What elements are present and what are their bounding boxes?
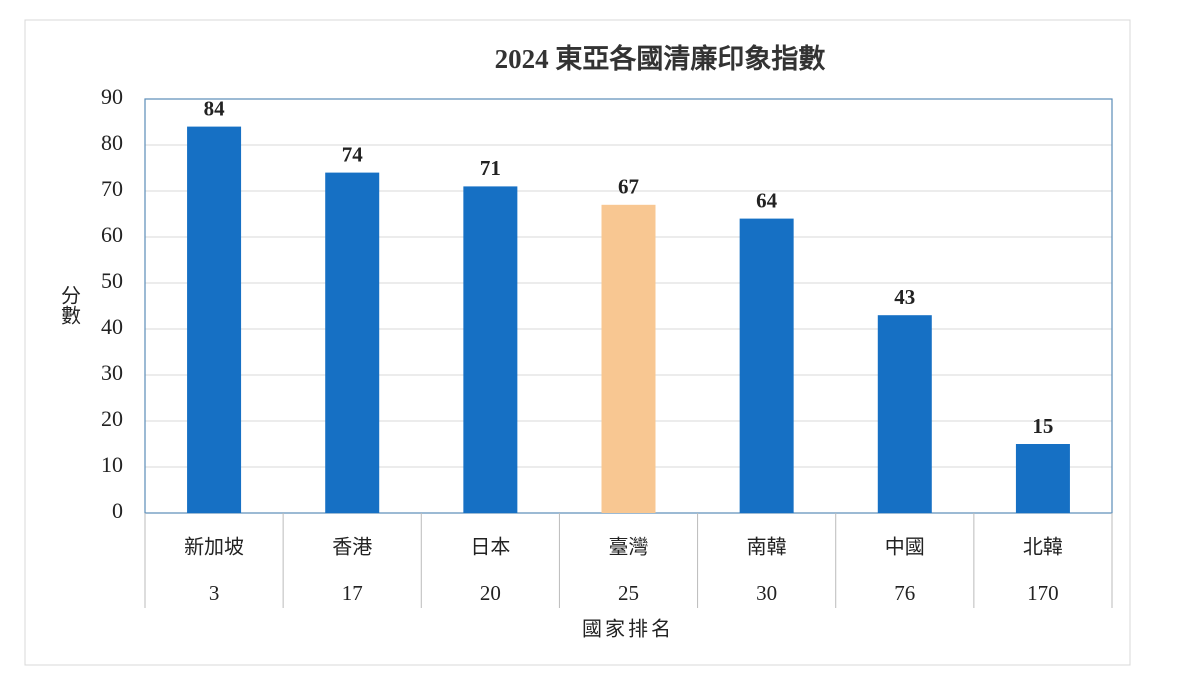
y-tick-label: 20 (101, 406, 123, 431)
x-tick-label: 日本 (470, 535, 510, 559)
rank-label: 30 (756, 581, 777, 605)
bar (1015, 444, 1070, 513)
value-label: 67 (618, 175, 639, 199)
x-tick-label: 臺灣 (609, 535, 649, 559)
y-tick-label: 40 (101, 314, 123, 339)
value-label: 74 (342, 142, 364, 166)
x-tick-label: 新加坡 (184, 535, 244, 559)
bar (739, 218, 794, 513)
x-tick-label: 中國 (885, 535, 925, 559)
rank-label: 17 (342, 581, 363, 605)
y-tick-label: 80 (101, 130, 123, 155)
bar (601, 204, 656, 514)
rank-label: 25 (618, 581, 639, 605)
x-tick-label: 北韓 (1023, 535, 1063, 559)
bar (325, 172, 380, 513)
bar (187, 126, 242, 513)
y-axis-label: 分數 (58, 285, 82, 325)
x-tick-label: 南韓 (747, 535, 787, 559)
y-tick-label: 70 (101, 176, 123, 201)
y-tick-label: 10 (101, 452, 123, 477)
rank-label: 76 (894, 581, 915, 605)
x-tick-label: 香港 (332, 535, 372, 559)
value-label: 15 (1032, 414, 1053, 438)
value-label: 43 (894, 285, 915, 309)
x-axis-label: 國家排名 (582, 617, 674, 641)
rank-label: 20 (480, 581, 501, 605)
y-tick-label: 30 (101, 360, 123, 385)
bar (463, 186, 518, 513)
value-label: 71 (480, 156, 501, 180)
y-tick-label: 50 (101, 268, 123, 293)
value-label: 84 (204, 96, 226, 120)
value-label: 64 (756, 188, 778, 212)
rank-label: 170 (1027, 581, 1059, 605)
y-tick-label: 0 (112, 498, 123, 523)
y-tick-label: 90 (101, 84, 123, 109)
bar (877, 315, 932, 513)
chart-title: 2024 東亞各國清廉印象指數 (495, 43, 826, 74)
rank-label: 3 (209, 581, 220, 605)
y-tick-label: 60 (101, 222, 123, 247)
